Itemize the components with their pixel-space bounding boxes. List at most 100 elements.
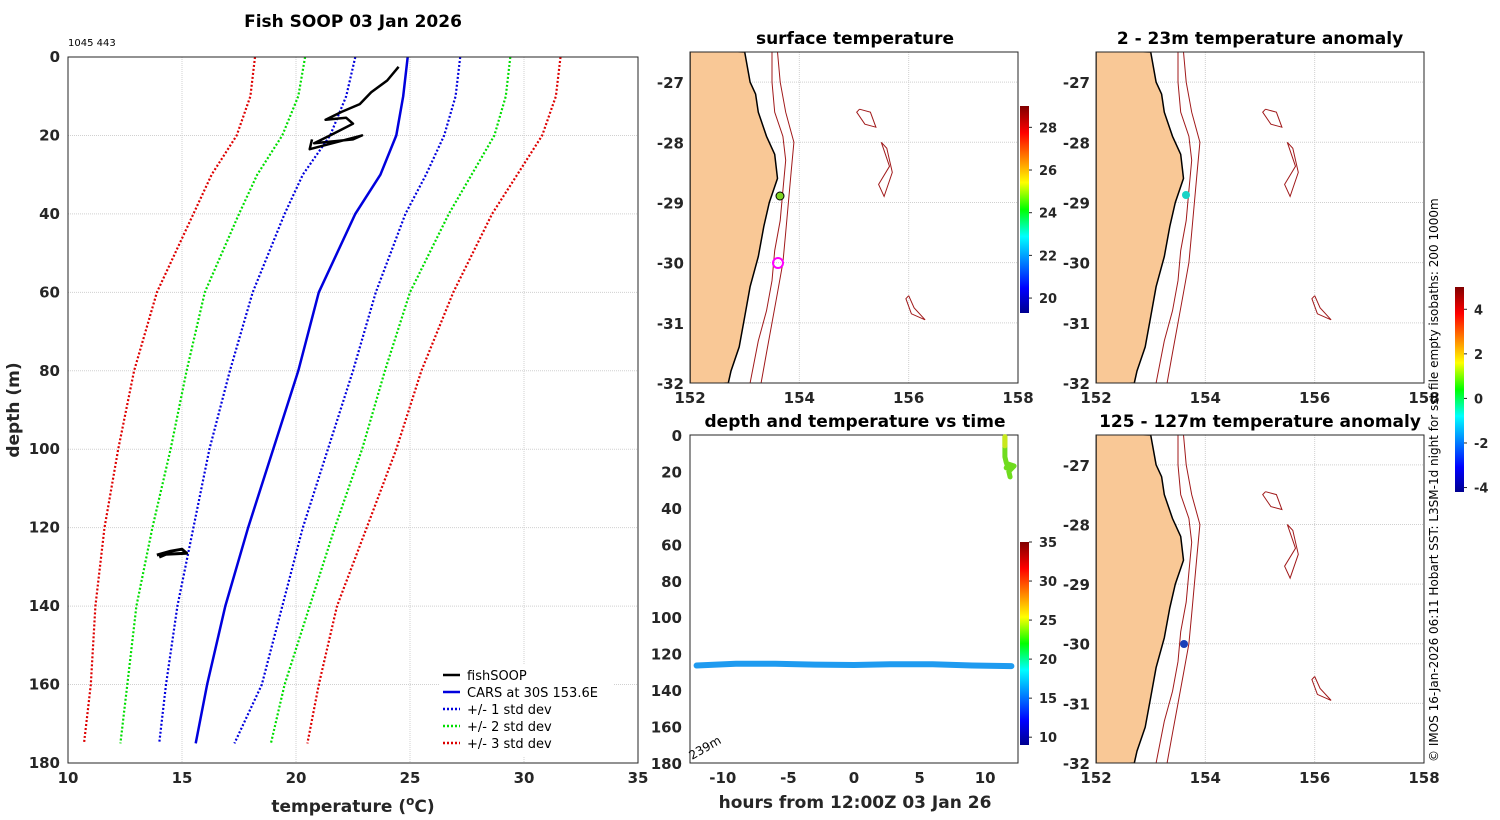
time-title: depth and temperature vs time — [705, 412, 1006, 432]
map3-anomaly-point — [1180, 640, 1188, 648]
side-note: © IMOS 16-Jan-2026 06:11 Hobart SST: L3S… — [1427, 198, 1441, 762]
anomaly-colorbar: 4 2 0 -2 -4 — [1455, 287, 1488, 497]
depth-time-panel: depth and temperature vs time 0 20 40 60 80 1… — [651, 412, 1057, 813]
colorbar-tick-label: 25 — [1039, 614, 1057, 629]
map-lon-tick: 154 — [1190, 389, 1221, 407]
map-lon-tick: 158 — [1408, 769, 1439, 787]
profile-id-text: 1045 443 — [68, 38, 116, 49]
map2-isobath-200 — [1155, 52, 1193, 383]
map-lat-tick: -30 — [1063, 636, 1090, 654]
colorbar-tick-label: 0 — [1474, 392, 1483, 407]
map-lat-tick: -27 — [1063, 74, 1090, 92]
colorbar-tick-label: -4 — [1474, 482, 1488, 497]
time-frame — [689, 434, 1019, 764]
time-y-tick: 20 — [661, 463, 682, 481]
time-y-tick: 160 — [651, 719, 682, 737]
colorbar-tick-label: 15 — [1039, 692, 1057, 707]
profile-y-tick: 120 — [29, 519, 60, 537]
time-x-tick: 0 — [849, 769, 859, 787]
map3-content — [1096, 435, 1424, 763]
legend-label-1std: +/- 1 std dev — [467, 703, 552, 718]
map-lon-tick: 158 — [1002, 389, 1033, 407]
profile-lines — [82, 56, 562, 744]
time-tracks — [693, 434, 1017, 670]
map1-land — [690, 52, 779, 383]
profile-x-tick: 35 — [628, 769, 649, 787]
legend-label-3std: +/- 3 std dev — [467, 737, 552, 752]
time-y-tick: 180 — [651, 755, 682, 773]
time-y-ticks: 0 20 40 60 80 100 120 140 160 180 — [651, 427, 682, 773]
colorbar-tick-label: 30 — [1039, 575, 1057, 590]
map-lat-tick: -32 — [1063, 375, 1090, 393]
colorbar-tick-label: -2 — [1474, 437, 1488, 452]
map3-isobath-200 — [1155, 435, 1193, 763]
map1-ticks: 152 154 156 158 -27 -28 -29 -30 -31 -32 — [657, 74, 1034, 407]
profile-y-tick: 60 — [39, 283, 60, 301]
map3-land — [1096, 435, 1185, 763]
time-x-ticks: -10 -5 0 5 10 — [709, 769, 995, 787]
map-lon-tick: 156 — [893, 389, 924, 407]
time-y-tick: 60 — [661, 536, 682, 554]
profile-series-1 — [158, 56, 357, 744]
profile-y-tick: 20 — [39, 126, 60, 144]
map3-reef-a — [1262, 491, 1283, 511]
time-x-tick: -10 — [709, 769, 736, 787]
shallow-anomaly-map: 2 - 23m temperature anomaly 152 154 156 158… — [1063, 29, 1440, 407]
time-colorbar-scale — [1020, 542, 1029, 745]
map2-isobath-1000 — [1166, 52, 1201, 383]
anomaly-colorbar-ticks: 4 2 0 -2 -4 — [1464, 303, 1488, 497]
colorbar-tick-label: 26 — [1039, 164, 1057, 179]
profile-panel: Fish SOOP 03 Jan 2026 1045 443 10 15 20 25 3… — [4, 12, 648, 817]
profile-legend: fishSOOP CARS at 30S 153.6E +/- 1 std de… — [440, 664, 614, 756]
map3-reef-c — [1311, 676, 1332, 701]
map2-reef-c — [1311, 295, 1332, 321]
map1-reef-c — [905, 295, 926, 321]
time-depth-annotation: 239m — [687, 733, 724, 762]
map-lat-tick: -30 — [1063, 255, 1090, 273]
map3-frame — [1095, 434, 1425, 764]
map2-reef-a — [1262, 108, 1283, 128]
profile-x-tick: 10 — [58, 769, 79, 787]
map-lon-tick: 158 — [1408, 389, 1439, 407]
time-x-tick: 5 — [914, 769, 924, 787]
map2-anomaly-point — [1182, 191, 1190, 199]
map-lat-tick: -29 — [1063, 194, 1090, 212]
profile-y-tick: 140 — [29, 597, 60, 615]
map1-reef-a — [856, 108, 877, 128]
map3-reef-b — [1284, 524, 1299, 580]
colorbar-tick-label: 4 — [1474, 303, 1483, 318]
profile-series-0 — [194, 56, 409, 744]
map3-title: 125 - 127m temperature anomaly — [1099, 412, 1421, 432]
map2-frame — [1095, 51, 1425, 384]
profile-series-5 — [82, 56, 257, 744]
profile-x-label: temperature (oC) — [271, 794, 434, 817]
fishsoop-lower — [156, 547, 189, 559]
time-colorbar: 10 15 20 25 30 35 — [1020, 536, 1057, 746]
map2-land — [1096, 52, 1185, 383]
map1-reef-b — [878, 141, 893, 198]
map2-ticks: 152 154 156 158 -27 -28 -29 -30 -31 -32 — [1063, 74, 1440, 407]
map-lat-tick: -32 — [657, 375, 684, 393]
map1-title: surface temperature — [756, 29, 954, 49]
map3-ticks: 152 154 156 158 -27 -28 -29 -30 -31 -32 — [1063, 457, 1440, 787]
surface-temperature-map: surface temperature 152 154 156 158 -27 -28 -2… — [657, 29, 1057, 407]
profile-x-tick: 25 — [400, 769, 421, 787]
time-colorbar-ticks: 10 15 20 25 30 35 — [1029, 536, 1057, 746]
profile-x-tick: 20 — [286, 769, 307, 787]
map-lat-tick: -29 — [657, 194, 684, 212]
map-lon-tick: 152 — [674, 389, 705, 407]
map-lon-tick: 152 — [1080, 389, 1111, 407]
profile-y-tick: 180 — [29, 754, 60, 772]
legend-label-cars: CARS at 30S 153.6E — [467, 686, 598, 701]
profile-frame — [67, 56, 639, 764]
map-lat-tick: -29 — [1063, 576, 1090, 594]
map-lon-tick: 154 — [784, 389, 815, 407]
map1-colorbar-ticks: 20 22 24 26 28 — [1029, 121, 1057, 307]
map-lon-tick: 154 — [1190, 769, 1221, 787]
map1-isobath-200 — [749, 52, 787, 383]
map2-reef-b — [1284, 141, 1299, 198]
profile-title: Fish SOOP 03 Jan 2026 — [244, 12, 462, 32]
colorbar-tick-label: 20 — [1039, 653, 1057, 668]
profile-series-2 — [233, 56, 462, 744]
